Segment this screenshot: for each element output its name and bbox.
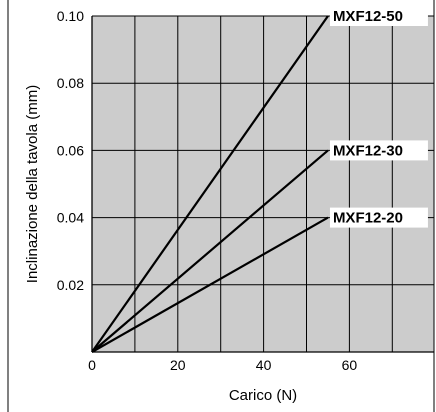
- series-line-mxf12-30: [91, 149, 329, 353]
- tick-labels: 0.02 0.04 0.06 0.08 0.10 0 20 40 60: [57, 8, 358, 373]
- y-tick-label: 0.06: [57, 142, 84, 158]
- series-line-mxf12-50: [91, 15, 329, 353]
- series-label-bg-mxf12-20: [329, 207, 428, 228]
- series-label-bg-mxf12-30: [329, 140, 428, 161]
- x-tick-label: 40: [256, 357, 272, 373]
- plot-area: [92, 16, 434, 352]
- x-tick-label: 0: [88, 357, 96, 373]
- series-label-mxf12-50: MXF12-50: [333, 8, 403, 25]
- y-axis-title: Inclinazione della tavola (mm): [24, 85, 41, 283]
- x-tick-label: 60: [342, 357, 358, 373]
- series-line-mxf12-20: [91, 216, 329, 353]
- series-lines: MXF12-50 MXF12-30 MXF12-20: [91, 6, 428, 353]
- y-tick-label: 0.08: [57, 75, 84, 91]
- y-tick-label: 0.04: [57, 210, 84, 226]
- series-label-bg-mxf12-50: [329, 6, 428, 26]
- y-tick-label: 0.02: [57, 277, 84, 293]
- series-label-mxf12-20: MXF12-20: [333, 210, 403, 227]
- x-axis-title: Carico (N): [229, 387, 297, 404]
- series-label-mxf12-30: MXF12-30: [333, 142, 403, 159]
- y-tick-label: 0.10: [57, 8, 84, 24]
- x-tick-label: 20: [170, 357, 186, 373]
